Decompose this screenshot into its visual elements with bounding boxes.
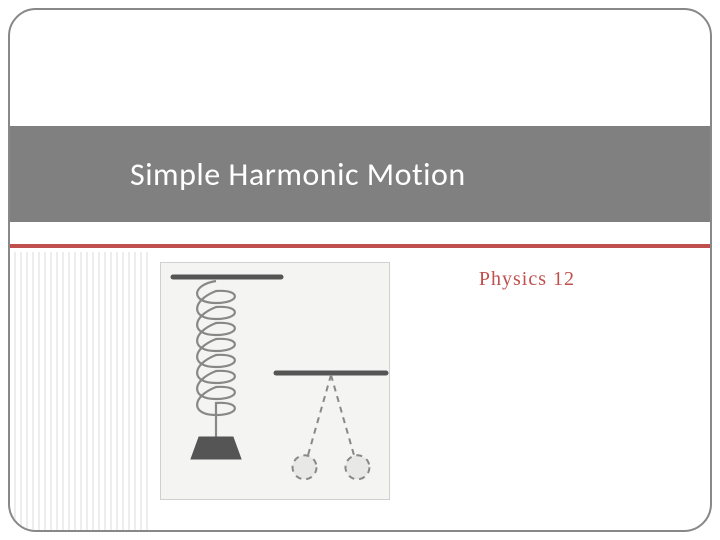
- slide-subtitle: Physics 12: [479, 268, 575, 291]
- slide-title: Simple Harmonic Motion: [130, 155, 466, 194]
- slide-frame: Simple Harmonic Motion Physics 12: [8, 8, 712, 532]
- title-band: Simple Harmonic Motion: [10, 122, 710, 226]
- shm-figure: [160, 262, 390, 500]
- side-stripe-pattern: [10, 252, 150, 530]
- accent-divider: [10, 244, 710, 248]
